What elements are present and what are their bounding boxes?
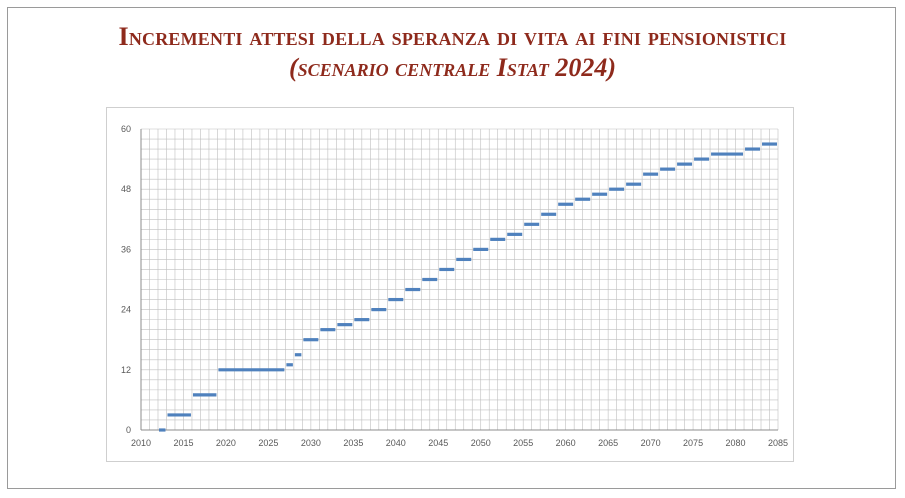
- axes: [140, 129, 778, 431]
- x-tick-label: 2055: [513, 438, 533, 448]
- x-tick-label: 2035: [343, 438, 363, 448]
- x-tick-label: 2080: [726, 438, 746, 448]
- y-tick-label: 36: [121, 244, 131, 254]
- chart-title: Incrementi attesi della speranza di vita…: [0, 22, 905, 84]
- title-line-2: (scenario centrale Istat 2024): [288, 53, 616, 82]
- series-steps: [158, 142, 777, 432]
- x-tick-label: 2075: [683, 438, 703, 448]
- x-tick-label: 2050: [471, 438, 491, 448]
- x-tick-label: 2025: [258, 438, 278, 448]
- x-tick-label: 2030: [301, 438, 321, 448]
- y-tick-labels: 0 12 24 36 48 60: [121, 124, 131, 435]
- x-tick-label: 2085: [768, 438, 788, 448]
- grid-lines: [140, 128, 779, 431]
- title-line-1: Incrementi attesi della speranza di vita…: [118, 22, 787, 51]
- y-tick-label: 60: [121, 124, 131, 134]
- x-tick-label: 2020: [216, 438, 236, 448]
- x-tick-label: 2045: [428, 438, 448, 448]
- y-tick-label: 12: [121, 365, 131, 375]
- y-tick-label: 0: [126, 425, 131, 435]
- x-tick-label: 2040: [386, 438, 406, 448]
- x-tick-labels: 2010 2015 2020 2025 2030 2035 2040 2045 2050 2055…: [131, 438, 788, 448]
- life-expectancy-step-chart: 2010 2015 2020 2025 2030 2035 2040 2045 2050 2055…: [121, 124, 788, 448]
- x-tick-label: 2015: [173, 438, 193, 448]
- chart-area-border: [106, 107, 794, 462]
- x-tick-label: 2010: [131, 438, 151, 448]
- x-tick-label: 2065: [598, 438, 618, 448]
- x-tick-label: 2070: [641, 438, 661, 448]
- y-tick-label: 48: [121, 184, 131, 194]
- y-tick-label: 24: [121, 305, 131, 315]
- x-tick-label: 2060: [556, 438, 576, 448]
